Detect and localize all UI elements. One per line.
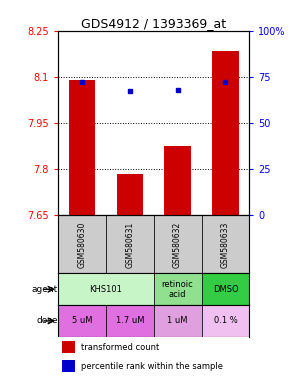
Text: agent: agent xyxy=(32,285,58,294)
Text: KHS101: KHS101 xyxy=(89,285,122,294)
Bar xyxy=(58,215,106,273)
Text: GSM580631: GSM580631 xyxy=(125,221,134,268)
Bar xyxy=(117,174,143,215)
Bar xyxy=(154,273,202,305)
Bar xyxy=(62,341,75,353)
Text: dose: dose xyxy=(37,316,58,325)
Bar xyxy=(212,51,239,215)
Bar xyxy=(202,305,249,337)
Bar xyxy=(62,360,75,372)
Text: 0.1 %: 0.1 % xyxy=(214,316,237,325)
Text: 1 uM: 1 uM xyxy=(167,316,188,325)
Text: 1.7 uM: 1.7 uM xyxy=(115,316,144,325)
Bar xyxy=(154,215,202,273)
Bar xyxy=(58,273,154,305)
Bar xyxy=(58,305,106,337)
Bar xyxy=(202,273,249,305)
Text: GSM580633: GSM580633 xyxy=(221,221,230,268)
Bar xyxy=(202,215,249,273)
Text: GSM580632: GSM580632 xyxy=(173,221,182,268)
Bar xyxy=(106,215,154,273)
Title: GDS4912 / 1393369_at: GDS4912 / 1393369_at xyxy=(81,17,226,30)
Text: retinoic
acid: retinoic acid xyxy=(162,280,193,299)
Bar xyxy=(106,305,154,337)
Text: 5 uM: 5 uM xyxy=(72,316,92,325)
Bar xyxy=(69,80,95,215)
Bar xyxy=(164,146,191,215)
Text: percentile rank within the sample: percentile rank within the sample xyxy=(81,361,223,371)
Bar xyxy=(154,305,202,337)
Text: DMSO: DMSO xyxy=(213,285,238,294)
Text: GSM580630: GSM580630 xyxy=(77,221,86,268)
Text: transformed count: transformed count xyxy=(81,343,159,351)
